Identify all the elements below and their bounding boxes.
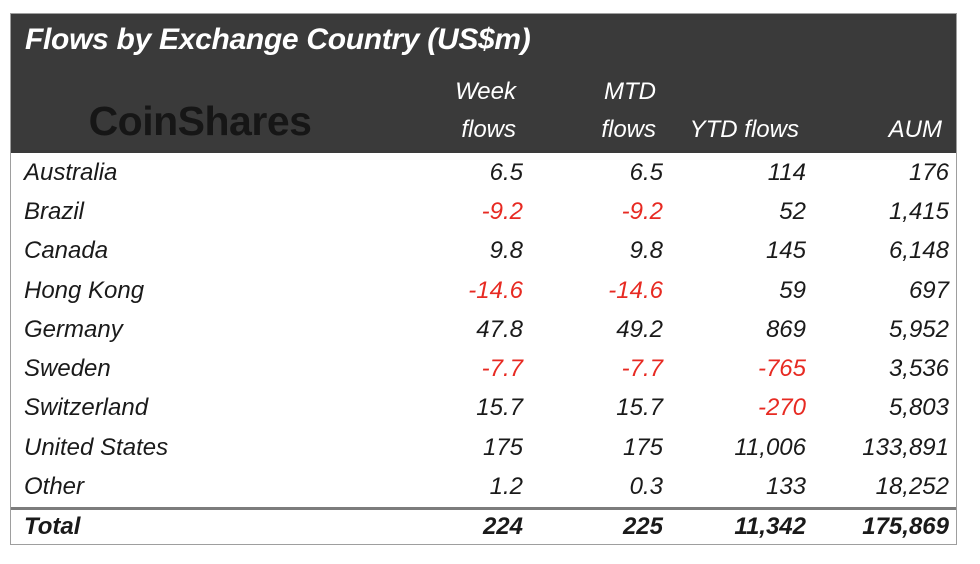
country-cell: Germany [24,315,123,343]
table-row: Australia 6.5 6.5 114 176 [11,153,956,193]
table-row: Canada 9.8 9.8 145 6,148 [11,231,956,271]
logo-cell: CoinShares [11,101,389,153]
column-header-mtd-flows: MTD flows [516,73,656,153]
country-cell: Switzerland [24,394,149,422]
aum-cell: 1,415 [888,197,949,225]
ytd-flows-cell: 11,342 [734,512,806,540]
table-header: Flows by Exchange Country (US$m) CoinSha… [11,14,956,153]
mtd-flows-cell: -9.2 [621,197,663,225]
ytd-flows-cell: 11,006 [734,433,806,461]
aum-cell: 175,869 [862,512,949,540]
column-header-aum: AUM [799,111,949,153]
table-row: Germany 47.8 49.2 869 5,952 [11,310,956,350]
mtd-flows-cell: 175 [622,433,663,461]
country-cell: Sweden [24,355,111,383]
table-row: Hong Kong -14.6 -14.6 59 697 [11,270,956,311]
week-flows-cell: -14.6 [468,276,523,304]
ytd-flows-cell: -765 [757,355,806,383]
week-flows-cell: 6.5 [489,158,523,186]
table-row: Sweden -7.7 -7.7 -765 3,536 [11,349,956,389]
aum-cell: 176 [908,158,949,186]
header-row: CoinShares Week flows MTD flows YTD flow… [11,57,956,153]
aum-cell: 5,803 [888,394,949,422]
ytd-flows-cell: 114 [767,158,806,186]
country-cell: Canada [24,237,109,265]
aum-cell: 133,891 [862,433,949,461]
column-header-line: YTD flows [689,116,799,143]
column-header-week-flows: Week flows [389,73,516,153]
ytd-flows-cell: 59 [779,276,806,304]
week-flows-cell: 15.7 [476,394,523,422]
total-row: Total 224 225 11,342 175,869 [11,506,956,544]
column-header-line: MTD [604,78,656,105]
ytd-flows-cell: 52 [779,197,806,225]
ytd-flows-cell: 145 [765,237,806,265]
country-cell: Australia [24,158,118,186]
ytd-flows-cell: 133 [765,473,806,501]
table-row: United States 175 175 11,006 133,891 [11,428,956,468]
coinshares-logo: CoinShares [88,98,312,144]
mtd-flows-cell: 49.2 [616,315,663,343]
week-flows-cell: 9.8 [489,237,523,265]
mtd-flows-cell: -14.6 [608,276,663,304]
aum-cell: 18,252 [875,473,949,501]
ytd-flows-cell: -270 [757,394,806,422]
country-cell: Other [24,473,85,501]
country-cell: Brazil [24,197,85,225]
week-flows-cell: 1.2 [489,473,523,501]
mtd-flows-cell: 15.7 [616,394,663,422]
week-flows-cell: -7.7 [481,355,523,383]
aum-cell: 6,148 [888,237,949,265]
aum-cell: 5,952 [888,315,949,343]
mtd-flows-cell: 225 [622,512,663,540]
page-title: Flows by Exchange Country (US$m) [25,23,531,56]
aum-cell: 3,536 [888,355,949,383]
week-flows-cell: 224 [482,512,523,540]
country-cell: Hong Kong [24,276,145,304]
mtd-flows-cell: 9.8 [629,237,663,265]
country-cell: United States [24,433,169,461]
mtd-flows-cell: -7.7 [621,355,663,383]
column-header-line: Week [455,78,516,105]
week-flows-cell: 47.8 [476,315,523,343]
ytd-flows-cell: 869 [765,315,806,343]
table-row: Brazil -9.2 -9.2 52 1,415 [11,192,956,232]
flows-table: Flows by Exchange Country (US$m) CoinSha… [10,13,957,545]
week-flows-cell: -9.2 [481,197,523,225]
country-cell: Total [24,512,81,540]
column-header-line: flows [601,116,656,143]
table-row: Other 1.2 0.3 133 18,252 [11,467,956,507]
table-row: Switzerland 15.7 15.7 -270 5,803 [11,388,956,429]
week-flows-cell: 175 [482,433,523,461]
aum-cell: 697 [908,276,949,304]
column-header-ytd-flows: YTD flows [656,111,799,153]
column-header-line: AUM [888,116,942,143]
table-body: Australia 6.5 6.5 114 176 Brazil -9.2 -9.2 52 1,4… [11,153,956,544]
mtd-flows-cell: 0.3 [629,473,663,501]
mtd-flows-cell: 6.5 [629,158,663,186]
column-header-line: flows [461,116,516,143]
